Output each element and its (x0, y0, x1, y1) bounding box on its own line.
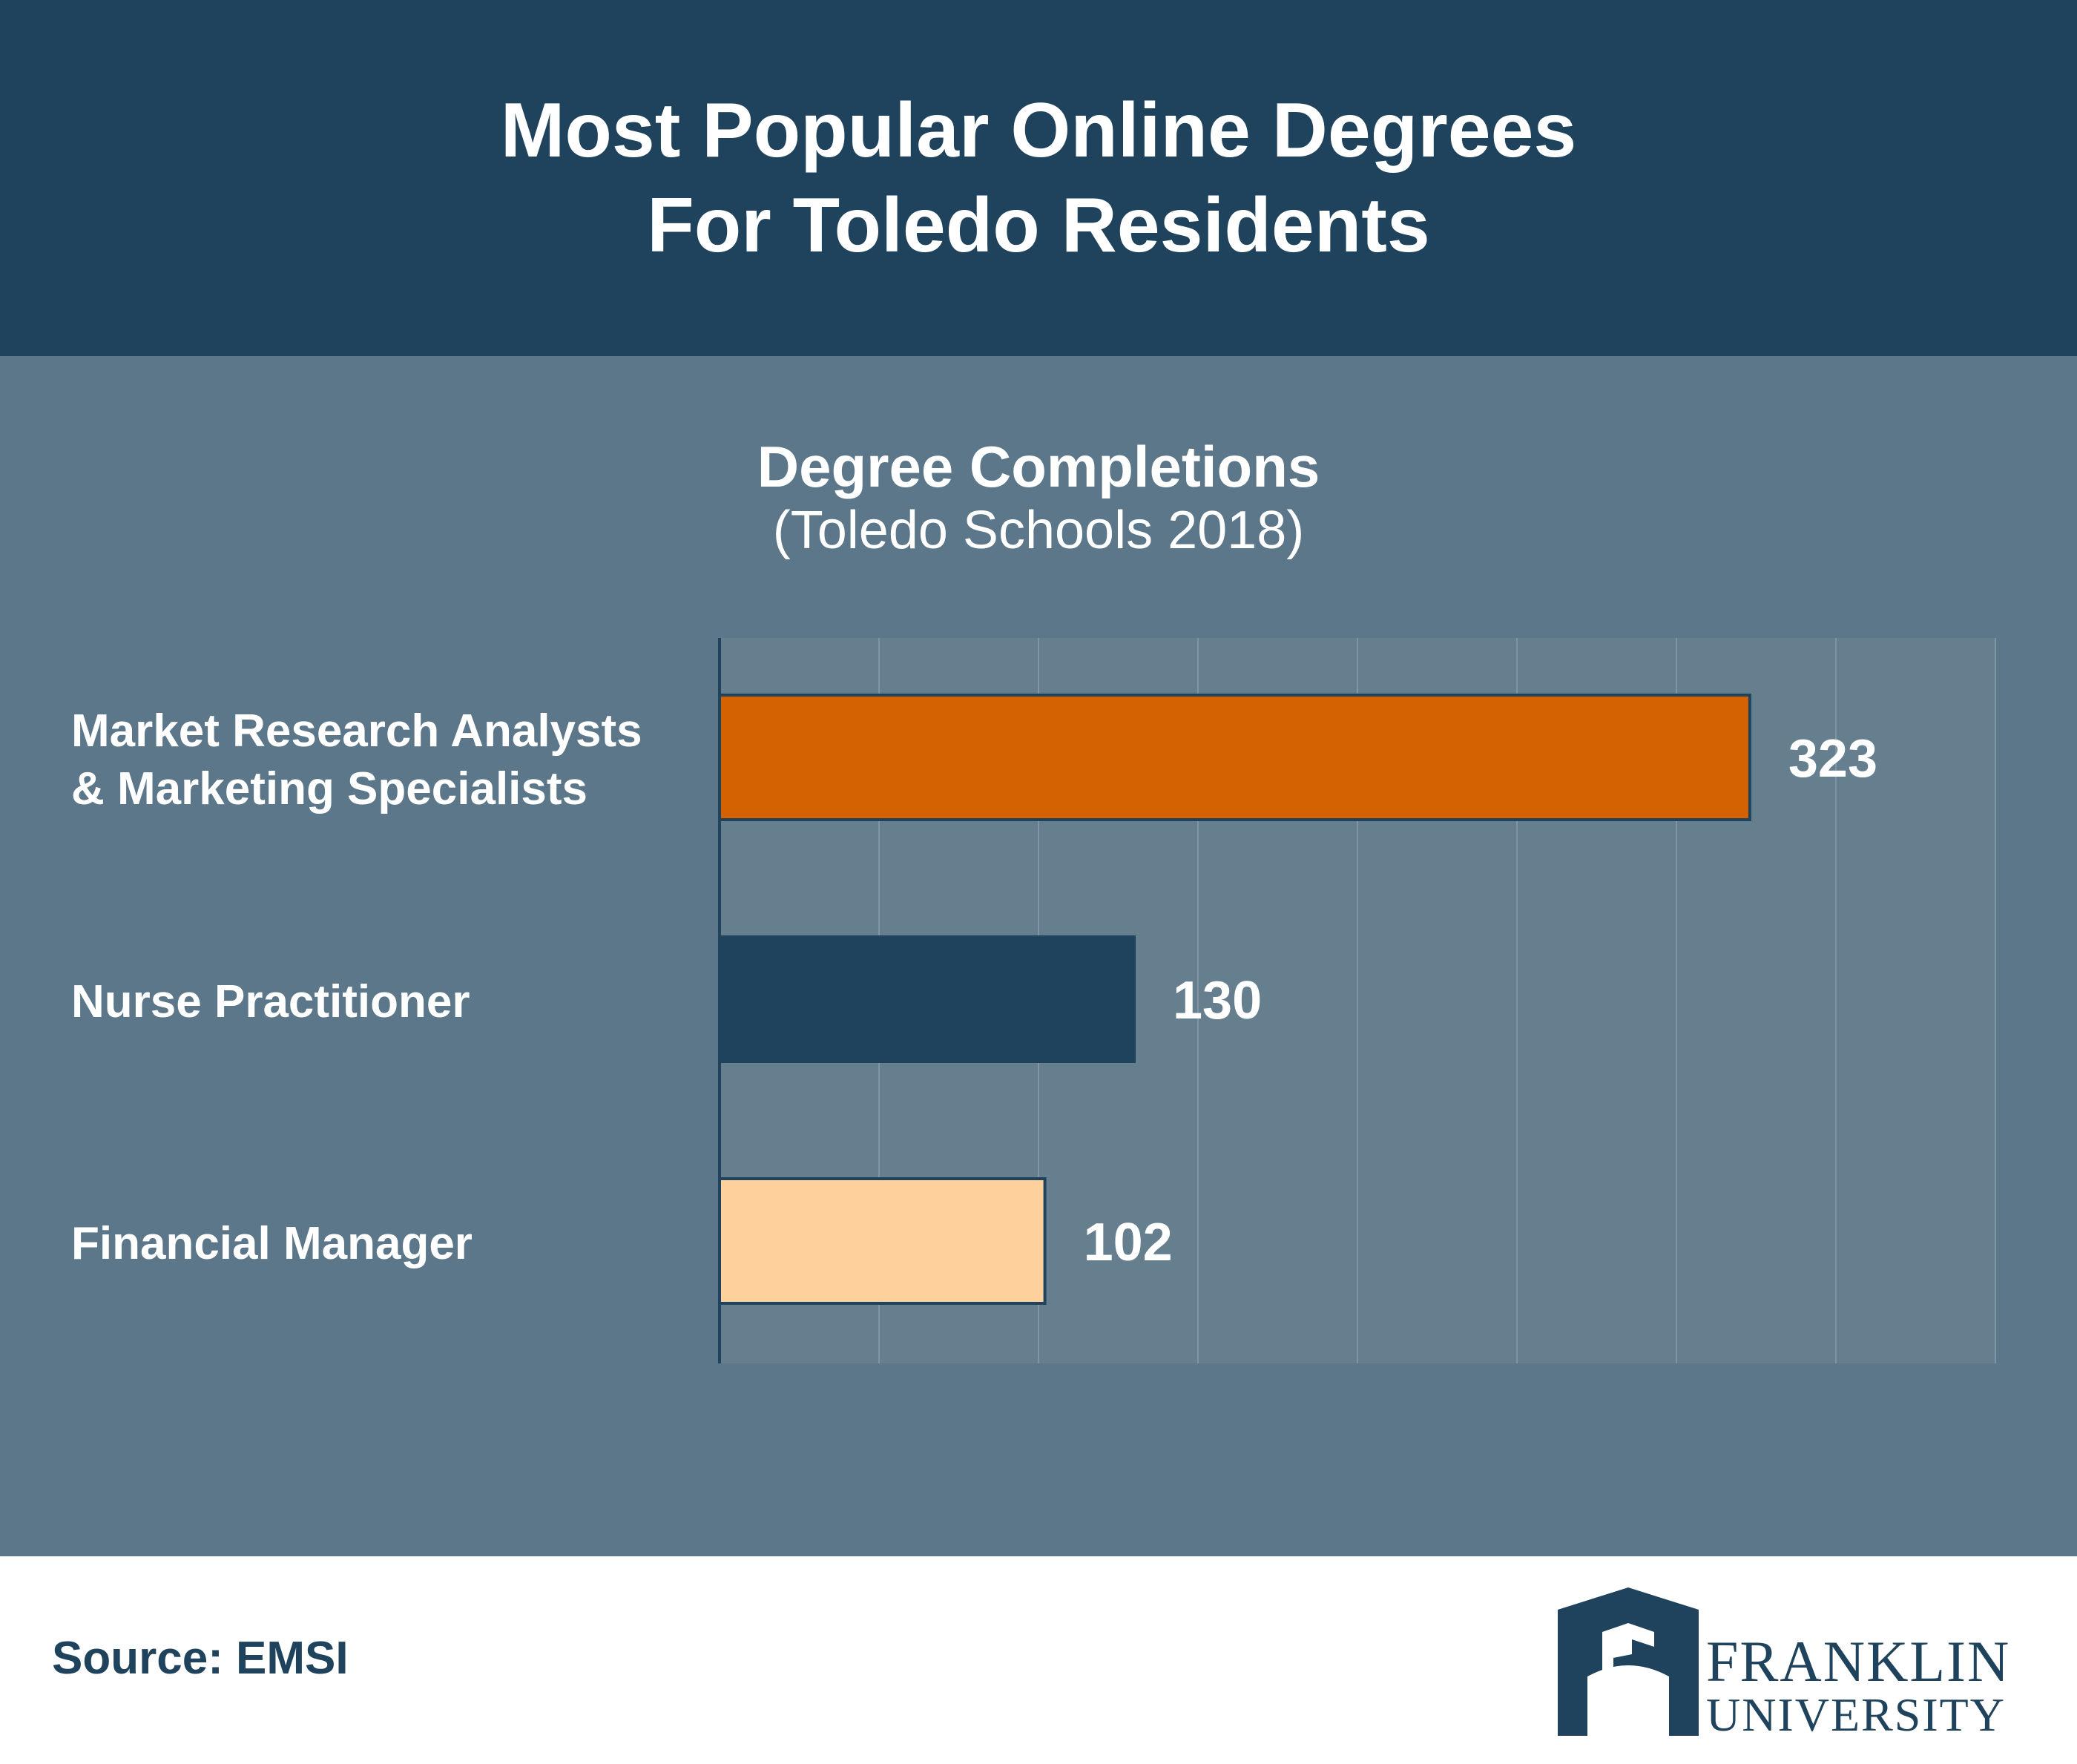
category-label-2: Nurse Practitioner (71, 976, 470, 1027)
source-note: Source: EMSI (52, 1633, 349, 1684)
bar-3 (718, 1177, 1047, 1305)
bar-2 (718, 935, 1136, 1063)
bar-chart: 323 Market Research Analysts & Marketing S… (71, 638, 1996, 1363)
header-banner: Most Popular Online Degrees For Toledo R… (0, 0, 2077, 356)
category-label-3: Financial Manager (71, 1218, 473, 1269)
logo-text-franklin: FRANKLIN (1706, 1629, 2011, 1694)
page-title-line-1: Most Popular Online Degrees (500, 88, 1577, 174)
category-label-1-line-1: Market Research Analysts (71, 705, 642, 757)
data-label-2: 130 (1173, 971, 1262, 1030)
chart-title: Degree Completions (757, 434, 1320, 499)
page-title-line-2: For Toledo Residents (647, 182, 1430, 269)
data-label-3: 102 (1084, 1213, 1173, 1272)
chart-subtitle: (Toledo Schools 2018) (772, 501, 1305, 560)
franklin-logo-icon (1558, 1587, 1699, 1736)
data-label-1: 323 (1788, 729, 1877, 789)
logo-text-university: UNIVERSITY (1706, 1688, 2006, 1741)
category-label-1-line-2: & Marketing Specialists (71, 763, 587, 814)
footer (0, 1556, 2077, 1764)
bar-1 (718, 694, 1751, 821)
